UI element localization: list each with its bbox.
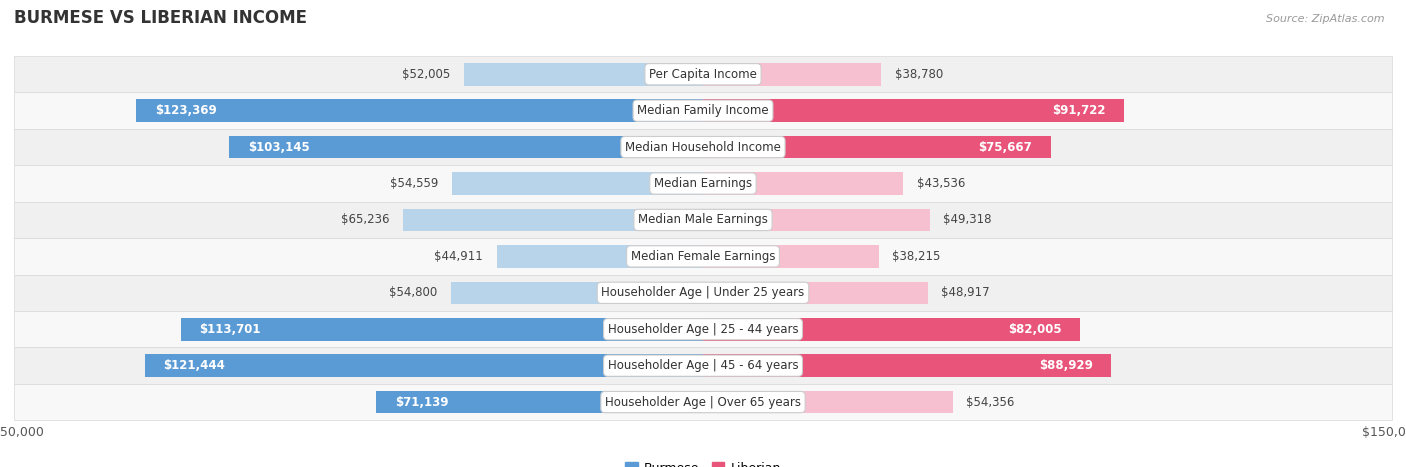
Bar [404, 209, 703, 231]
Text: $88,929: $88,929 [1039, 359, 1092, 372]
Text: $49,318: $49,318 [943, 213, 991, 226]
Bar [14, 56, 1392, 92]
Text: Median Female Earnings: Median Female Earnings [631, 250, 775, 263]
Bar [14, 202, 1392, 238]
Bar [703, 318, 1080, 340]
Bar [14, 238, 1392, 275]
Bar [14, 275, 1392, 311]
Text: Median Male Earnings: Median Male Earnings [638, 213, 768, 226]
Bar [703, 245, 879, 268]
Bar [451, 282, 703, 304]
Text: Source: ZipAtlas.com: Source: ZipAtlas.com [1267, 14, 1385, 24]
Bar [377, 391, 703, 413]
Bar [181, 318, 703, 340]
Text: Per Capita Income: Per Capita Income [650, 68, 756, 81]
Legend: Burmese, Liberian: Burmese, Liberian [620, 457, 786, 467]
Text: $65,236: $65,236 [342, 213, 389, 226]
Text: $38,215: $38,215 [893, 250, 941, 263]
Bar [453, 172, 703, 195]
Bar [136, 99, 703, 122]
Bar [229, 136, 703, 158]
Text: $121,444: $121,444 [163, 359, 225, 372]
Bar [703, 282, 928, 304]
Bar [703, 63, 882, 85]
Text: $43,536: $43,536 [917, 177, 965, 190]
Text: $52,005: $52,005 [402, 68, 450, 81]
Bar [14, 92, 1392, 129]
Bar [14, 311, 1392, 347]
Text: $38,780: $38,780 [894, 68, 943, 81]
Bar [703, 172, 903, 195]
Text: $71,139: $71,139 [395, 396, 449, 409]
Text: $113,701: $113,701 [200, 323, 260, 336]
Text: Householder Age | 45 - 64 years: Householder Age | 45 - 64 years [607, 359, 799, 372]
Text: $103,145: $103,145 [247, 141, 309, 154]
Text: Householder Age | Over 65 years: Householder Age | Over 65 years [605, 396, 801, 409]
Text: $75,667: $75,667 [979, 141, 1032, 154]
Text: $123,369: $123,369 [155, 104, 217, 117]
Bar [703, 354, 1112, 377]
Text: $48,917: $48,917 [942, 286, 990, 299]
Bar [464, 63, 703, 85]
Bar [14, 165, 1392, 202]
Text: Householder Age | Under 25 years: Householder Age | Under 25 years [602, 286, 804, 299]
Text: $54,356: $54,356 [966, 396, 1015, 409]
Bar [14, 347, 1392, 384]
Text: $44,911: $44,911 [434, 250, 482, 263]
Text: BURMESE VS LIBERIAN INCOME: BURMESE VS LIBERIAN INCOME [14, 9, 307, 27]
Text: $91,722: $91,722 [1053, 104, 1107, 117]
Bar [14, 129, 1392, 165]
Text: $54,559: $54,559 [391, 177, 439, 190]
Text: Median Household Income: Median Household Income [626, 141, 780, 154]
Bar [703, 391, 953, 413]
Bar [703, 136, 1050, 158]
Bar [703, 99, 1125, 122]
Text: $82,005: $82,005 [1008, 323, 1062, 336]
Bar [145, 354, 703, 377]
Bar [496, 245, 703, 268]
Text: Householder Age | 25 - 44 years: Householder Age | 25 - 44 years [607, 323, 799, 336]
Bar [703, 209, 929, 231]
Text: Median Family Income: Median Family Income [637, 104, 769, 117]
Text: $54,800: $54,800 [389, 286, 437, 299]
Text: Median Earnings: Median Earnings [654, 177, 752, 190]
Bar [14, 384, 1392, 420]
